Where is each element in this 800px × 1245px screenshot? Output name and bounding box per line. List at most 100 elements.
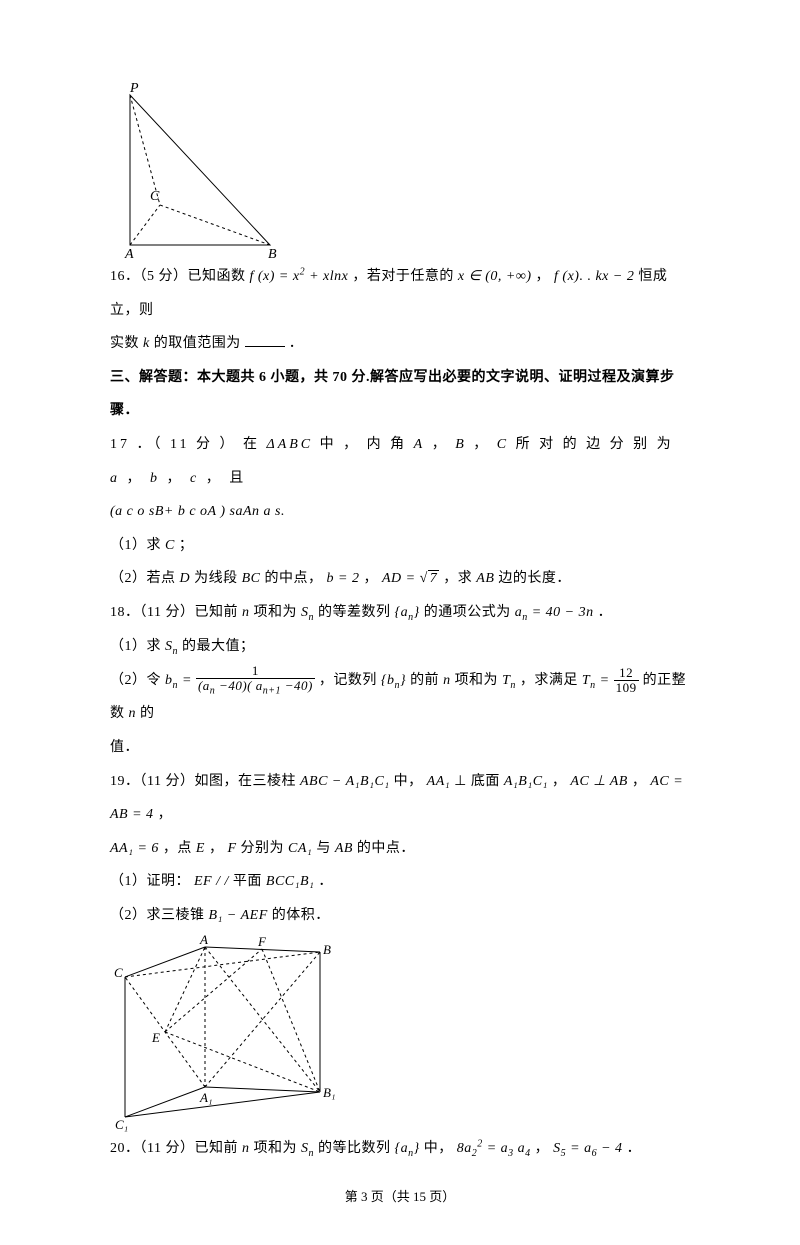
q17-lc: c: [190, 471, 199, 486]
q19-F: F: [227, 841, 236, 856]
q20-an: {a: [394, 1141, 408, 1156]
q17-p1a: （1）求: [110, 538, 165, 553]
q19-line2f: 的中点．: [357, 841, 415, 856]
q20-c1: ，: [535, 1141, 554, 1156]
q16-blank: [245, 346, 285, 347]
q16-xin: x ∈ (0, +∞): [458, 269, 532, 284]
svg-text:F: F: [257, 934, 267, 949]
q18-formula2: = 40 − 3n: [528, 605, 594, 620]
q19-c3: ，: [158, 807, 173, 822]
q18-frac2: 12 109: [614, 666, 639, 696]
q17-mid1: 中 ， 内 角: [320, 437, 414, 452]
q16-line2: 实数 k 的取值范围为 ．: [110, 327, 690, 361]
svg-text:B₁: B₁: [323, 1085, 335, 1100]
q19-AB: AB: [335, 841, 353, 856]
svg-text:A: A: [199, 932, 208, 947]
q17-B: B: [455, 437, 467, 452]
q16-l2c: ．: [289, 336, 304, 351]
q17-p2BC: BC: [242, 571, 261, 586]
q18-p2e: 项和为: [455, 673, 503, 688]
q17-p1C: C: [165, 538, 175, 553]
q19-line2a: AA₁ = 6: [110, 841, 159, 856]
q17-p2: （2）若点 D 为线段 BC 的中点， b = 2 ， AD = √7 ，求 A…: [110, 562, 690, 596]
q19-line2c: ，: [209, 841, 224, 856]
q18-frac1-num: 1: [196, 664, 315, 679]
q17-p2AB: AB: [476, 571, 494, 586]
q17-head: 17 ．（ 11 分 ） 在: [110, 437, 266, 452]
q17-p1t: ；: [179, 538, 194, 553]
svg-text:A₁: A₁: [199, 1090, 212, 1105]
q19-perp1: ⊥ 底面: [454, 774, 504, 789]
q18-frac1-den: (an −40)( an+1 −40): [196, 679, 315, 697]
q17-line1: 17 ．（ 11 分 ） 在 ΔABC 中 ， 内 角 A ， B ， C 所 …: [110, 428, 690, 495]
q20-line1: 20．（11 分）已知前 n 项和为 Sn 的等比数列 {an} 中， 8a22…: [110, 1132, 690, 1166]
q18-p2g: =: [600, 673, 614, 688]
q17-c2: ，: [473, 437, 497, 452]
q20-n: n: [242, 1141, 250, 1156]
q19-p2a: （2）求三棱锥: [110, 908, 209, 923]
q17-lb: b: [150, 471, 160, 486]
q19-prism: ABC − A₁B₁C₁: [300, 774, 390, 789]
svg-text:E: E: [151, 1030, 160, 1045]
q20-eq2b: = a: [570, 1141, 591, 1156]
q18-frac1: 1 (an −40)( an+1 −40): [196, 664, 315, 697]
q16-fx-tail: + xlnx: [305, 269, 348, 284]
q20-a2: 的等比数列: [318, 1141, 395, 1156]
q19-line2b: ，点: [163, 841, 196, 856]
q20-Sn: S: [301, 1141, 309, 1156]
q20-eq1a: 8a: [457, 1141, 472, 1156]
q19-p1b: 平面: [233, 874, 266, 889]
q17-eq-text: (a c o sB+ b c oA ) saAn a s.: [110, 504, 285, 519]
q18-a4: 的通项公式为: [424, 605, 515, 620]
q16-l2a: 实数: [110, 336, 143, 351]
q16-line1: 16．（5 分）已知函数 f (x) = x2 + xlnx ，若对于任意的 x…: [110, 260, 690, 327]
svg-text:B: B: [323, 942, 331, 957]
q16-k: k: [143, 336, 150, 351]
q18-p2: （2）令 bn = 1 (an −40)( an+1 −40) ，记数列 {bn…: [110, 664, 690, 731]
q19-p1: （1）证明： EF / / 平面 BCC₁B₁ ．: [110, 865, 690, 899]
q19-line2: AA₁ = 6 ，点 E ， F 分别为 CA₁ 与 AB 的中点．: [110, 832, 690, 866]
q18-a2: 的等差数列: [318, 605, 395, 620]
fig1-label-b: B: [268, 247, 277, 260]
q17-C: C: [497, 437, 509, 452]
q19-p1c: ．: [318, 874, 333, 889]
q17-c1: ，: [432, 437, 456, 452]
svg-text:C₁: C₁: [115, 1117, 128, 1132]
q19-head: 19．（11 分）如图，在三棱柱: [110, 774, 300, 789]
q17-eq: (a c o sB+ b c oA ) saAn a s.: [110, 495, 690, 529]
q17-p2a: （2）若点: [110, 571, 180, 586]
q18-p1Sn: S: [165, 639, 173, 654]
q18-p2d: 的前: [410, 673, 443, 688]
q17-p1: （1）求 C ；: [110, 529, 690, 563]
q18-an: {a: [394, 605, 408, 620]
figure-pab: P C A B: [110, 80, 690, 260]
q19-line2d: 分别为: [241, 841, 289, 856]
q19-ACAB: AC ⊥ AB: [570, 774, 627, 789]
svg-text:C: C: [114, 965, 123, 980]
q17-p2c: 的中点，: [265, 571, 323, 586]
q19-p1a: （1）证明：: [110, 874, 190, 889]
q18-a3: }: [414, 605, 420, 620]
q19-line1: 19．（11 分）如图，在三棱柱 ABC − A₁B₁C₁ 中， AA₁ ⊥ 底…: [110, 765, 690, 832]
q18-p2Tn2: T: [582, 673, 590, 688]
q19-p2: （2）求三棱锥 B₁ − AEF 的体积．: [110, 899, 690, 933]
q20-a3: }: [414, 1141, 420, 1156]
q19-p1EF: EF / /: [194, 874, 229, 889]
q20-eq2c: − 4: [601, 1141, 622, 1156]
q18-p2n2: n: [129, 706, 137, 721]
q18-frac2-num: 12: [614, 666, 639, 681]
q17-p2d: ，: [363, 571, 382, 586]
q19-p2B1: B₁ − AEF: [209, 908, 268, 923]
q17-p2e: ，求: [443, 571, 476, 586]
q19-c1: ，: [552, 774, 567, 789]
q19-base: A₁B₁C₁: [504, 774, 548, 789]
q17-p2b2: b = 2: [327, 571, 360, 586]
q18-p2bn2: {b: [381, 673, 395, 688]
q16-fx: f (x) = x: [250, 269, 300, 284]
q17-A: A: [414, 437, 426, 452]
q18-frac2-den: 109: [614, 681, 639, 695]
q16-mid: ，若对于任意的: [352, 269, 458, 284]
q18-a1: 项和为: [253, 605, 301, 620]
q19-line2e: 与: [316, 841, 335, 856]
figure-prism: A F B C E A₁ B₁ C₁: [110, 932, 690, 1132]
